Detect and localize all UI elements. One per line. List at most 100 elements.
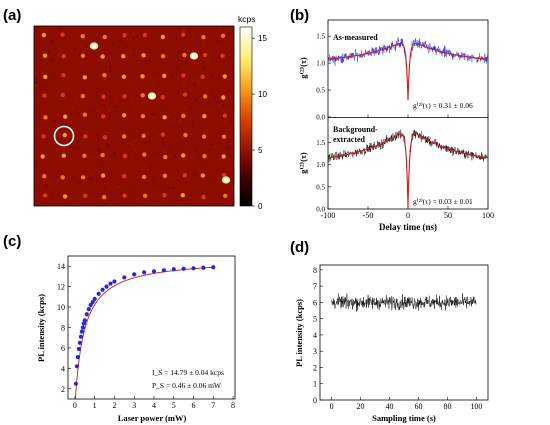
map-spot bbox=[102, 135, 108, 140]
map-noise bbox=[215, 135, 217, 138]
c-data-point bbox=[92, 296, 97, 301]
map-noise bbox=[193, 173, 196, 175]
map-noise bbox=[68, 146, 71, 148]
map-noise bbox=[232, 187, 234, 189]
map-noise bbox=[150, 134, 152, 137]
map-noise bbox=[213, 40, 216, 43]
c-data-point bbox=[211, 265, 216, 270]
map-noise bbox=[120, 173, 122, 176]
map-spot bbox=[82, 153, 87, 159]
x-tick-label: 5 bbox=[172, 401, 176, 410]
x-tick-label: 50 bbox=[444, 211, 452, 220]
map-frame bbox=[33, 25, 235, 207]
c-data-point bbox=[151, 269, 157, 274]
map-noise bbox=[58, 28, 60, 31]
x-tick-label: 0 bbox=[330, 402, 334, 411]
map-spot bbox=[201, 134, 207, 139]
map-noise bbox=[57, 123, 60, 126]
map-noise bbox=[102, 177, 105, 180]
map-noise bbox=[77, 140, 79, 143]
map-spot bbox=[202, 94, 208, 99]
map-spot bbox=[82, 112, 88, 117]
map-noise bbox=[192, 60, 195, 63]
c-data-point bbox=[74, 364, 79, 369]
d-xlabel: Sampling time (s) bbox=[372, 413, 436, 423]
map-noise bbox=[170, 74, 173, 77]
map-spot bbox=[200, 74, 205, 80]
x-tick-label: 4 bbox=[152, 401, 156, 410]
g2-fit-line bbox=[328, 42, 488, 101]
map-spot bbox=[160, 34, 166, 40]
map-spot bbox=[221, 172, 227, 178]
map-noise bbox=[34, 44, 37, 46]
map-noise bbox=[161, 142, 164, 145]
map-spot bbox=[142, 152, 147, 157]
map-spot bbox=[121, 134, 127, 139]
map-noise bbox=[166, 78, 169, 81]
map-spot bbox=[101, 94, 106, 99]
b-bottom-annotation: g⁽²⁾(τ) = 0.03 ± 0.01 bbox=[413, 197, 473, 206]
colorbar-unit: kcps bbox=[238, 14, 255, 24]
c-data-point bbox=[191, 266, 196, 271]
x-tick-label: 1 bbox=[93, 401, 97, 410]
b-bottom-title-1: Background- bbox=[333, 125, 378, 134]
map-spot bbox=[122, 113, 127, 118]
map-noise bbox=[50, 40, 53, 42]
map-noise bbox=[152, 180, 154, 183]
y-tick-label: 1.5 bbox=[316, 139, 325, 147]
map-noise bbox=[196, 44, 198, 47]
map-spot bbox=[162, 73, 167, 78]
map-spot bbox=[223, 193, 228, 199]
x-tick-label: 0 bbox=[73, 401, 77, 410]
map-noise bbox=[61, 147, 63, 150]
map-noise bbox=[98, 180, 101, 183]
map-noise bbox=[170, 163, 173, 165]
map-noise bbox=[152, 128, 154, 130]
map-noise bbox=[208, 177, 210, 180]
map-spot bbox=[101, 114, 106, 119]
map-spot bbox=[160, 94, 165, 100]
x-tick-label: 6 bbox=[191, 401, 195, 410]
map-noise bbox=[79, 46, 82, 48]
map-noise bbox=[151, 117, 154, 120]
map-noise bbox=[185, 182, 187, 185]
map-spot bbox=[200, 173, 206, 178]
b-top-y-ticks: 0.0 0.5 1.0 1.5 bbox=[316, 33, 331, 122]
map-noise bbox=[182, 130, 184, 133]
map-spot bbox=[42, 53, 48, 58]
map-noise bbox=[86, 34, 88, 37]
x-tick-label: 0 bbox=[406, 211, 410, 220]
map-noise bbox=[188, 29, 191, 31]
map-noise bbox=[191, 49, 194, 52]
c-data-point bbox=[171, 267, 176, 272]
map-noise bbox=[206, 129, 209, 131]
y-tick-label: 4 bbox=[61, 364, 65, 373]
map-noise bbox=[173, 192, 176, 195]
map-spot bbox=[102, 34, 107, 40]
map-noise bbox=[210, 55, 213, 58]
map-noise bbox=[173, 152, 176, 155]
map-noise bbox=[77, 181, 80, 183]
map-noise bbox=[133, 140, 136, 143]
b-xlabel: Delay time (ns) bbox=[379, 222, 437, 232]
c-data-point bbox=[80, 325, 85, 330]
map-spot bbox=[162, 173, 168, 179]
map-noise bbox=[194, 131, 197, 134]
y-tick-label: 5 bbox=[313, 315, 317, 324]
map-noise bbox=[218, 35, 221, 38]
map-spot bbox=[121, 174, 127, 179]
map-noise bbox=[170, 49, 173, 52]
map-spot bbox=[102, 72, 107, 78]
map-noise bbox=[199, 115, 202, 118]
panel-label-b: (b) bbox=[290, 7, 309, 24]
map-noise bbox=[228, 147, 230, 149]
map-spot bbox=[62, 132, 67, 138]
map-noise bbox=[56, 192, 59, 194]
map-noise bbox=[77, 110, 80, 113]
map-spot bbox=[42, 173, 47, 179]
panel-a-map bbox=[33, 25, 235, 207]
map-noise bbox=[203, 152, 205, 154]
map-noise bbox=[181, 132, 183, 135]
